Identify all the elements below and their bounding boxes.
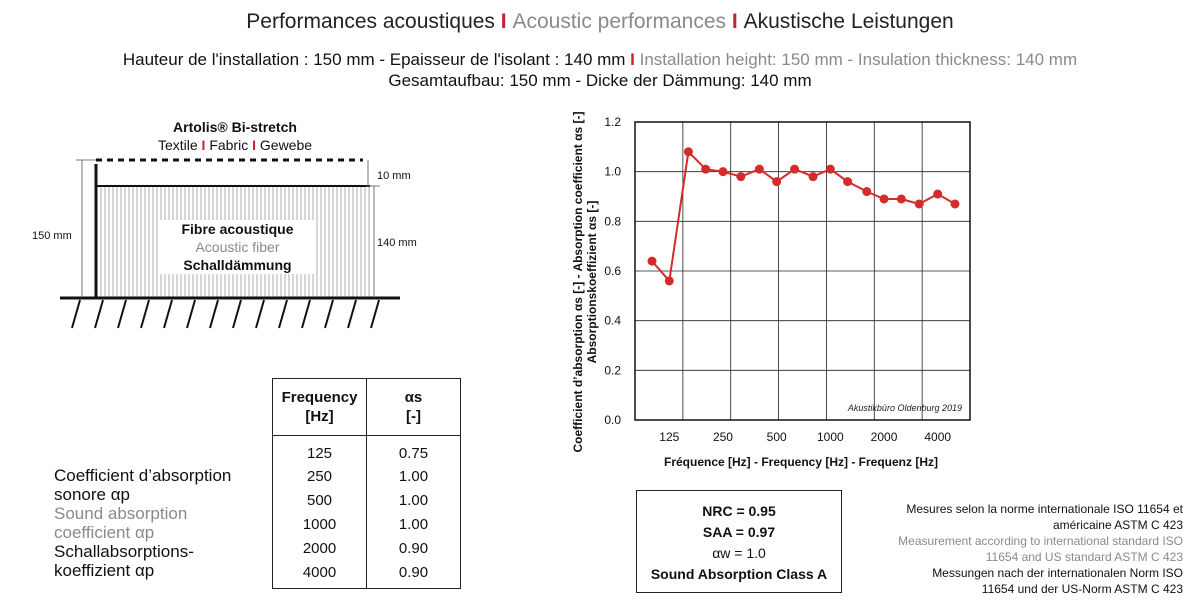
y-tick-label: 0.0 [604, 413, 621, 427]
table-row: 1000 1.00 [272, 512, 461, 536]
series-line [651, 149, 956, 284]
table-row: 2000 0.90 [272, 536, 461, 560]
data-point [933, 189, 943, 199]
title-en: Acoustic performances [512, 10, 727, 33]
subtitle-separator: I [625, 50, 640, 69]
data-point [896, 194, 906, 204]
data-point [825, 164, 835, 174]
dimension-total-label: 150 mm [32, 230, 72, 242]
source-note: Akustikbüro Oldenburg 2019 [847, 403, 962, 413]
x-tick-label: 250 [713, 430, 733, 444]
ground-hatch [71, 299, 380, 329]
dimension-insulation-label: 140 mm [377, 237, 417, 249]
subtitle-fr: Hauteur de l'installation : 150 mm - Epa… [122, 50, 626, 69]
page-title: Performances acoustiques I Acoustic perf… [0, 10, 1200, 34]
absorption-chart: 0.0 0.2 0.4 0.6 0.8 1.0 1.2 125 250 500 1000 2000 40… [604, 115, 971, 444]
nrc-value: NRC = 0.95 [702, 503, 776, 519]
fibre-fr: Fibre acoustique [181, 221, 294, 237]
y-tick-label: 1.2 [604, 115, 621, 129]
data-point [701, 164, 711, 174]
fibre-de: Schalldämmung [183, 257, 292, 273]
coefficient-label: Coefficient d’absorption sonore αp Sound… [54, 466, 231, 580]
alpha-w-value: αw = 1.0 [712, 545, 766, 561]
fabric-separator: I [197, 137, 210, 153]
coefficient-en-line2: coefficient αp [54, 523, 155, 542]
coefficient-en-line1: Sound absorption [54, 504, 188, 523]
data-point [736, 172, 746, 182]
y-tick-label: 0.4 [604, 314, 621, 328]
data-point [754, 164, 764, 174]
table-row: 500 1.00 [272, 488, 461, 512]
y-tick-label: 1.0 [604, 165, 621, 179]
ratings-box: NRC = 0.95 SAA = 0.97 αw = 1.0 Sound Abs… [636, 490, 842, 593]
y-tick-label: 0.8 [604, 214, 621, 228]
data-point [647, 256, 657, 266]
data-point [950, 199, 960, 209]
table-row: 125 0.75 [272, 435, 461, 464]
x-tick-label: 1000 [817, 430, 844, 444]
coefficient-fr-line2: sonore αp [54, 485, 130, 504]
data-point [790, 164, 800, 174]
title-separator: I [494, 10, 513, 33]
data-point [914, 199, 924, 209]
fabric-fr: Textile [157, 137, 198, 153]
table-row: 250 1.00 [272, 464, 461, 488]
data-point [718, 167, 728, 177]
coefficient-fr-line1: Coefficient d’absorption [54, 466, 232, 485]
subtitle-en: Installation height: 150 mm - Insulation… [639, 50, 1078, 69]
table-row: 4000 0.90 [272, 560, 461, 589]
title-separator: I [726, 10, 744, 33]
x-tick-label: 500 [767, 430, 787, 444]
title-de: Akustische Leistungen [743, 10, 954, 33]
data-point [879, 194, 889, 204]
data-point [664, 276, 674, 286]
data-point [862, 187, 872, 197]
data-point [772, 177, 782, 187]
data-point [683, 147, 693, 157]
y-tick-label: 0.6 [604, 264, 621, 278]
installation-diagram [60, 158, 400, 329]
subtitle-line-1: Hauteur de l'installation : 150 mm - Epa… [0, 50, 1200, 70]
product-name: Artolis® Bi-stretch [173, 119, 297, 135]
title-fr: Performances acoustiques [246, 10, 495, 33]
fabric-label: Textile I Fabric I Gewebe [95, 137, 375, 153]
column-header-frequency: Frequency [Hz] [272, 378, 367, 436]
y-tick-label: 0.2 [604, 363, 621, 377]
x-tick-label: 125 [659, 430, 679, 444]
saa-value: SAA = 0.97 [702, 524, 776, 540]
fibre-en: Acoustic fiber [195, 239, 280, 255]
plot-frame [634, 121, 971, 421]
data-point [843, 177, 853, 187]
subtitle-line-2: Gesamtaufbau: 150 mm - Dicke der Dämmung… [388, 71, 812, 90]
fabric-separator: I [248, 137, 260, 153]
frequency-table: Frequency [Hz] αs [-] 125 0.75 250 1.00 500 1… [272, 378, 461, 589]
fibre-label: Fibre acoustique Acoustic fiber Schalldä… [160, 220, 315, 274]
data-point [808, 172, 818, 182]
x-axis-label: Fréquence [Hz] - Frequency [Hz] - Freque… [663, 455, 938, 469]
measurement-note: Mesures selon la norme internationale IS… [898, 502, 1183, 596]
fabric-en: Fabric [209, 137, 249, 153]
x-tick-label: 4000 [924, 430, 951, 444]
coefficient-de-line2: koeffizient αp [54, 561, 155, 580]
absorption-class: Sound Absorption Class A [650, 566, 828, 582]
column-header-alpha: αs [-] [366, 378, 461, 436]
x-tick-label: 2000 [871, 430, 898, 444]
dimension-gap-label: 10 mm [377, 170, 411, 182]
fabric-de: Gewebe [259, 137, 313, 153]
coefficient-de-line1: Schallabsorptions- [54, 542, 194, 561]
